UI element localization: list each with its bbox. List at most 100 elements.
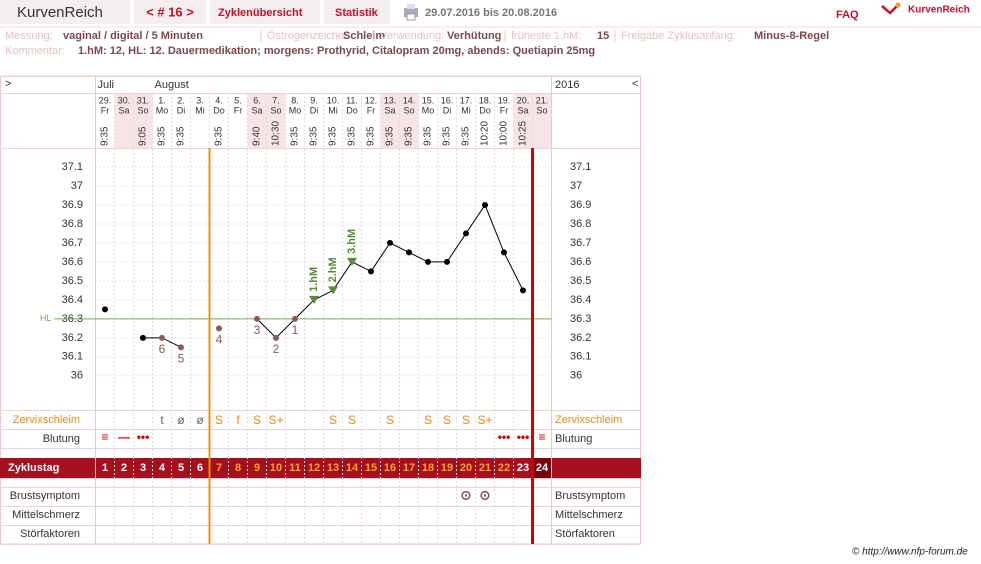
y-tick-label-right: 36.3 xyxy=(570,313,591,325)
cycle-day: 24 xyxy=(536,462,549,474)
nav-right: < xyxy=(632,78,638,90)
cycle-day: 15 xyxy=(365,462,377,474)
cycle-day: 1 xyxy=(102,462,108,474)
cycle-nav[interactable]: < # 16 > xyxy=(146,4,194,19)
cycle-day: 22 xyxy=(498,462,510,474)
temperature-marker xyxy=(159,334,165,341)
cervix-mark: S+ xyxy=(268,413,283,427)
time-label: 9:35 xyxy=(214,126,225,146)
temperature-marker xyxy=(347,257,357,266)
day-label: 11. xyxy=(346,95,358,105)
weekday-label: Fr xyxy=(101,105,110,115)
cycle-day: 16 xyxy=(384,462,396,474)
info-label: Messung: xyxy=(5,30,53,42)
bleeding-mark: ••• xyxy=(498,430,511,444)
day-label: 8. xyxy=(291,95,299,105)
faq-link[interactable]: FAQ xyxy=(836,9,859,21)
cervix-mark: f xyxy=(236,413,240,427)
day-label: 13. xyxy=(384,95,397,105)
weekend-shade xyxy=(513,93,533,148)
time-label: 9:35 xyxy=(347,126,358,146)
cycle-day: 3 xyxy=(140,462,146,474)
cervix-mark: S xyxy=(443,413,451,427)
date-range: 29.07.2016 bis 20.08.2016 xyxy=(425,7,557,19)
y-tick-label: 36.8 xyxy=(62,218,83,230)
y-tick-label-right: 36.2 xyxy=(570,332,591,344)
time-label: 10:00 xyxy=(499,121,510,146)
row-label-right: Blutung xyxy=(555,433,592,445)
tab-label[interactable]: Statistik xyxy=(335,7,379,19)
day-label: 20. xyxy=(517,95,530,105)
nav-tab[interactable] xyxy=(134,0,206,24)
cycle-day: 5 xyxy=(178,462,184,474)
day-label: 18. xyxy=(479,95,492,105)
y-tick-label-right: 36.7 xyxy=(570,237,591,249)
cycle-day: 20 xyxy=(460,462,472,474)
temperature-marker xyxy=(254,315,260,322)
y-tick-label-right: 37 xyxy=(570,180,582,192)
weekday-label: Di xyxy=(443,105,452,115)
y-tick-label-right: 37.1 xyxy=(570,161,591,173)
weekend-shade xyxy=(133,93,153,148)
cycle-day: 7 xyxy=(216,462,222,474)
day-label: 12. xyxy=(365,95,378,105)
y-tick-label: 36.1 xyxy=(62,351,83,363)
printer-icon[interactable] xyxy=(404,4,418,21)
day-label: 16. xyxy=(441,95,454,105)
low-day-label: 6 xyxy=(159,342,166,356)
info-label: früheste 1.hM: xyxy=(511,30,581,42)
brand: KurvenReich xyxy=(17,4,103,21)
y-tick-label-right: 36.8 xyxy=(570,218,591,230)
y-tick-label: 37 xyxy=(71,180,83,192)
day-label: 9. xyxy=(310,95,318,105)
weekday-label: Fr xyxy=(500,105,509,115)
weekday-label: Mo xyxy=(289,105,302,115)
y-tick-label: 36.4 xyxy=(62,294,83,306)
temperature-marker xyxy=(520,287,526,294)
time-label: 9:35 xyxy=(100,126,111,146)
cycle-day: 18 xyxy=(422,462,434,474)
tab-label[interactable]: Zyklenübersicht xyxy=(218,7,303,19)
day-label: 3. xyxy=(196,95,204,105)
temperature-marker xyxy=(216,325,222,332)
y-tick-label-right: 36.9 xyxy=(570,199,591,211)
tab[interactable] xyxy=(210,0,320,24)
low-day-label: 2 xyxy=(273,342,280,356)
y-tick-label: 36.5 xyxy=(62,275,83,287)
symptom-mark: ⊙ xyxy=(480,487,491,502)
cervix-mark: S xyxy=(253,413,261,427)
cycle-day: 8 xyxy=(235,462,241,474)
time-label: 9:35 xyxy=(290,126,301,146)
temperature-marker xyxy=(292,315,298,322)
cervix-mark: S xyxy=(386,413,394,427)
hl-label: HL xyxy=(40,313,52,323)
day-label: 15. xyxy=(422,95,435,105)
temperature-marker xyxy=(406,249,412,256)
tab[interactable] xyxy=(324,0,390,24)
row-label: Zervixschleim xyxy=(13,414,80,426)
y-tick-label-right: 36 xyxy=(570,370,582,382)
low-day-label: 1 xyxy=(292,323,299,337)
temperature-marker xyxy=(309,295,319,304)
bleeding-mark: ≡ xyxy=(538,430,545,444)
cervix-mark: S+ xyxy=(477,413,492,427)
temperature-marker xyxy=(444,258,450,265)
weekend-shade xyxy=(532,93,552,148)
cycle-day: 21 xyxy=(479,462,491,474)
cycle-day: 2 xyxy=(121,462,127,474)
copyright: © http://www.nfp-forum.de xyxy=(852,547,968,558)
cervix-mark: S xyxy=(462,413,470,427)
weekday-label: Sa xyxy=(384,105,395,115)
temperature-marker xyxy=(328,286,338,295)
info-value: Minus-8-Regel xyxy=(754,30,829,42)
cycle-day: 17 xyxy=(403,462,415,474)
row-label: Störfaktoren xyxy=(20,528,80,540)
bleeding-mark: ••• xyxy=(517,430,530,444)
time-label: 9:35 xyxy=(385,126,396,146)
weekday-label: Do xyxy=(346,105,358,115)
day-label: 30. xyxy=(118,95,131,105)
weekday-label: So xyxy=(137,105,148,115)
month-label: Juli xyxy=(98,79,115,91)
day-label: 29. xyxy=(99,95,112,105)
